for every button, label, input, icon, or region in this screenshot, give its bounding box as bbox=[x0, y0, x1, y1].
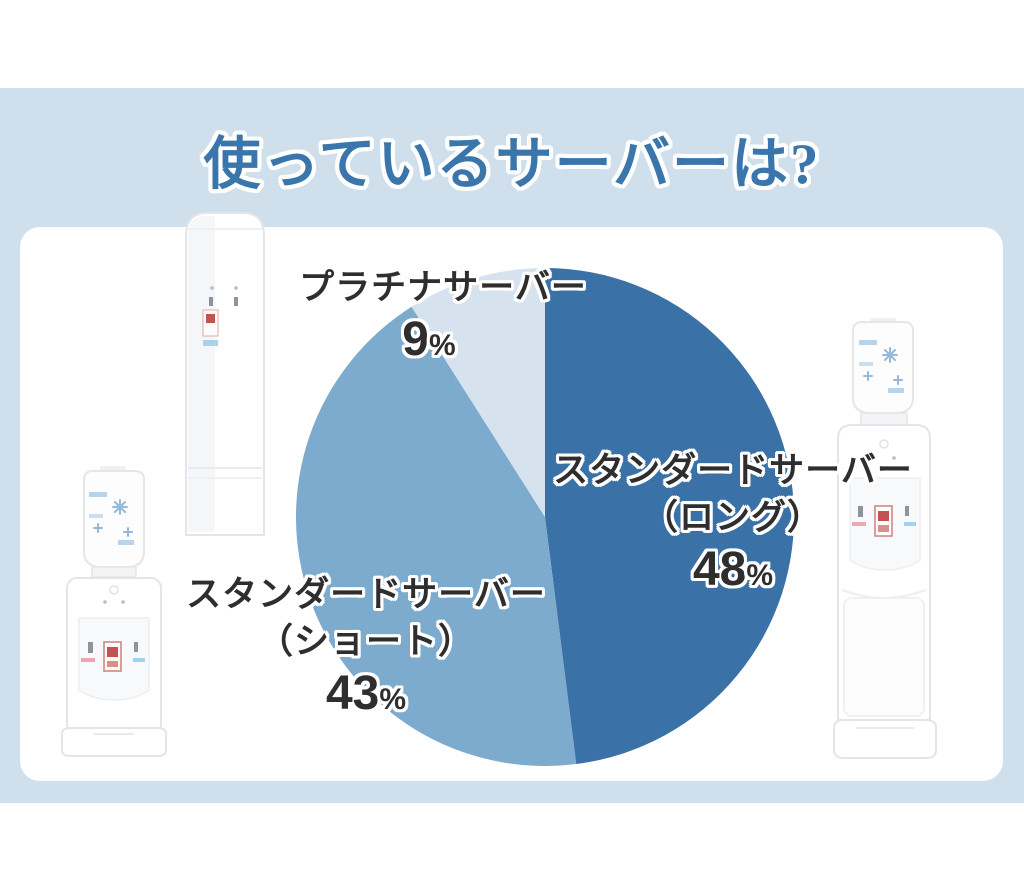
short-water-server-image bbox=[61, 466, 167, 757]
page-title: 使っているサーバーは? bbox=[203, 133, 821, 196]
pie-label-standard-long-value: 48% bbox=[692, 543, 774, 596]
pie-chart bbox=[295, 268, 795, 767]
bottle-label-art bbox=[863, 347, 903, 385]
pie-label-standard-short-variant: （ショート） bbox=[257, 622, 474, 661]
pie-slice-short bbox=[295, 306, 577, 767]
tall-water-server-with-bottle-image bbox=[833, 318, 937, 759]
pie-label-standard-long: スタンダードサーバー （ロング） 48% bbox=[553, 447, 913, 605]
pie-label-platinum-name: プラチナサーバー bbox=[299, 268, 587, 307]
pie-label-platinum-value: 9% bbox=[402, 313, 456, 366]
pie-label-standard-short-name: スタンダードサーバー bbox=[186, 575, 546, 614]
tall-water-server-image bbox=[185, 212, 265, 536]
pie-chart-svg bbox=[295, 268, 795, 767]
pie-label-standard-short-value: 43% bbox=[325, 667, 407, 720]
pie-label-standard-short: スタンダードサーバー （ショート） 43% bbox=[186, 571, 546, 729]
pie-slice-long bbox=[545, 268, 795, 765]
pie-label-standard-long-variant: （ロング） bbox=[642, 498, 823, 537]
pie-label-platinum: プラチナサーバー 9% bbox=[263, 264, 623, 375]
bottle-label-art bbox=[93, 499, 133, 537]
pie-slice-platinum bbox=[411, 268, 545, 517]
pie-label-standard-long-name: スタンダードサーバー bbox=[553, 451, 913, 490]
